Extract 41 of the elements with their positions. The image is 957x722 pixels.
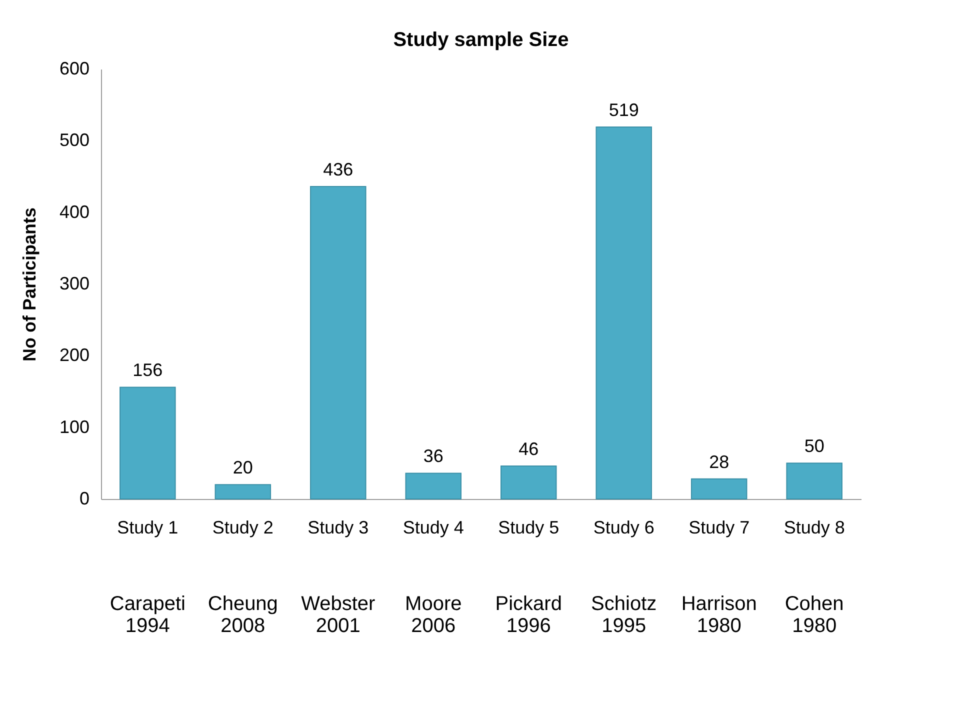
- data-label: 436: [323, 160, 354, 180]
- text: Schiotz 1995: [591, 593, 657, 637]
- y-tick-label: 500: [59, 130, 90, 150]
- data-label: 156: [132, 360, 163, 380]
- y-tick-label: 300: [59, 274, 90, 294]
- bar: [500, 466, 557, 500]
- y-tick-label: 0: [79, 488, 90, 508]
- x-tick-label: Study 8: [784, 518, 845, 538]
- x-tick-label: Study 7: [688, 518, 750, 538]
- x-tick-label: Study 4: [402, 518, 464, 538]
- text: Moore 2006: [405, 593, 462, 637]
- text: Cohen 1980: [784, 593, 844, 637]
- x-tick-label: Study 1: [117, 518, 178, 538]
- text: Pickard 1996: [495, 593, 562, 637]
- data-label: 519: [608, 100, 639, 120]
- bar: [786, 462, 842, 500]
- chart-title: Study sample Size: [393, 29, 569, 51]
- y-tick-label: 600: [59, 58, 90, 78]
- text: Harrison 1980: [681, 593, 757, 637]
- data-label: 46: [518, 439, 539, 460]
- data-label: 50: [804, 436, 824, 456]
- y-axis-title: No of Participants: [19, 207, 40, 362]
- data-label: 36: [423, 446, 444, 466]
- y-tick-label: 200: [59, 345, 90, 366]
- y-tick-label: 400: [59, 202, 90, 222]
- y-tick-label: 100: [59, 416, 90, 437]
- bar: [120, 386, 176, 500]
- x-tick-label: Study 5: [498, 518, 560, 538]
- text: Webster 2001: [301, 593, 376, 637]
- x-tick-label: Study 3: [308, 518, 369, 538]
- bar: [690, 478, 748, 500]
- bar: [214, 484, 272, 500]
- x-tick-label: Study 2: [212, 518, 274, 538]
- text: Cheung 2008: [208, 593, 278, 637]
- text: Carapeti 1994: [110, 593, 186, 637]
- bar: [405, 472, 462, 500]
- x-tick-label: Study 6: [593, 518, 654, 538]
- data-label: 28: [709, 452, 730, 472]
- bar: [596, 126, 652, 500]
- data-label: 20: [232, 458, 253, 478]
- bar: [310, 186, 366, 500]
